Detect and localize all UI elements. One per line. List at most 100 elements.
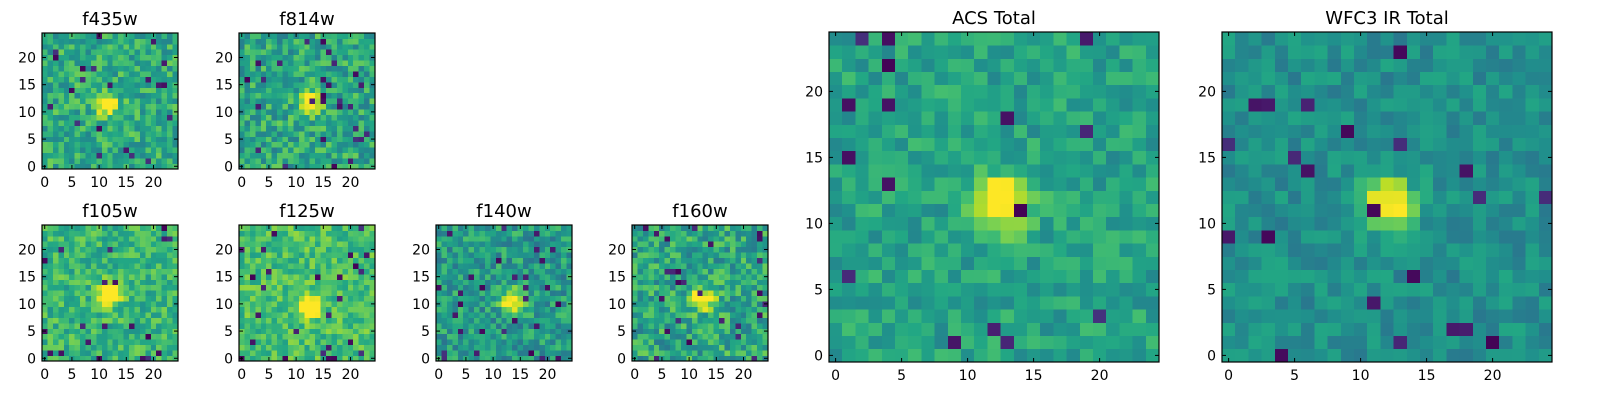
heatmap-cell xyxy=(1486,230,1500,244)
heatmap-cell xyxy=(255,98,262,105)
heatmap-cell xyxy=(506,246,513,253)
heatmap-cell xyxy=(255,141,262,148)
heatmap-cell xyxy=(1261,243,1276,257)
heatmap-cell xyxy=(934,150,949,165)
heatmap-cell xyxy=(1119,216,1133,231)
heatmap-cell xyxy=(452,290,459,297)
heatmap-cell xyxy=(347,141,354,148)
heatmap-cell xyxy=(287,290,294,297)
heatmap-cell xyxy=(260,147,267,154)
heatmap-cell xyxy=(670,355,676,362)
heatmap-cell xyxy=(293,322,300,329)
heatmap-cell xyxy=(528,306,535,313)
heatmap-cell xyxy=(277,109,283,115)
heatmap-cell xyxy=(523,322,529,329)
heatmap-cell xyxy=(63,152,70,159)
heatmap-cell xyxy=(271,257,278,264)
heatmap-cell xyxy=(42,114,48,121)
heatmap-cell xyxy=(441,333,448,340)
heatmap-cell xyxy=(266,241,273,248)
heatmap-cell xyxy=(691,263,698,269)
heatmap-cell xyxy=(484,241,491,248)
heatmap-cell xyxy=(550,273,557,280)
heatmap-cell xyxy=(134,163,141,170)
heatmap-cell xyxy=(746,328,753,335)
heatmap-cell xyxy=(675,268,682,275)
heatmap-cell xyxy=(85,152,92,159)
heatmap-cell xyxy=(249,54,256,61)
heatmap-cell xyxy=(729,268,736,275)
heatmap-cell xyxy=(1235,203,1249,218)
heatmap-cell xyxy=(484,328,491,335)
heatmap-cell xyxy=(309,33,316,39)
heatmap-cell xyxy=(244,246,251,253)
heatmap-cell xyxy=(1538,309,1553,323)
heatmap-cell xyxy=(161,306,168,313)
heatmap-cell xyxy=(129,235,135,242)
heatmap-cell xyxy=(1380,177,1394,191)
heatmap-cell xyxy=(1013,335,1028,350)
heatmap-cell xyxy=(282,230,289,237)
heatmap-cell xyxy=(495,257,502,264)
heatmap-cell xyxy=(691,344,698,351)
heatmap-cell xyxy=(123,38,130,45)
heatmap-cell xyxy=(364,235,370,242)
heatmap-cell xyxy=(463,284,470,291)
heatmap-cell xyxy=(1288,164,1302,178)
heatmap-cell xyxy=(298,279,305,286)
heatmap-cell xyxy=(271,350,278,356)
heatmap-cell xyxy=(47,87,54,94)
heatmap-cell xyxy=(479,230,486,237)
heatmap-cell xyxy=(364,333,370,340)
heatmap-cell xyxy=(1525,335,1540,350)
heatmap-cell xyxy=(735,257,742,264)
heatmap-cell xyxy=(304,98,311,105)
heatmap-cell xyxy=(708,322,714,329)
heatmap-cell xyxy=(145,235,152,242)
heatmap-cell xyxy=(506,241,513,248)
heatmap-cell xyxy=(63,328,70,335)
heatmap-cell xyxy=(501,263,508,269)
heatmap-cell xyxy=(107,339,114,346)
heatmap-cell xyxy=(304,33,311,39)
heatmap-cell xyxy=(670,268,676,275)
heatmap-cell xyxy=(150,125,157,132)
heatmap-cell xyxy=(172,350,179,356)
heatmap-cell xyxy=(139,279,146,286)
heatmap-cell xyxy=(446,241,453,248)
heatmap-cell xyxy=(118,257,124,264)
heatmap-cell xyxy=(974,230,988,244)
heatmap-cell xyxy=(69,306,76,313)
heatmap-cell xyxy=(244,141,251,148)
heatmap-cell xyxy=(145,350,152,356)
heatmap-cell xyxy=(101,130,108,137)
heatmap-cell xyxy=(474,257,480,264)
heatmap-cell xyxy=(358,152,365,159)
heatmap-cell xyxy=(123,71,130,77)
heatmap-cell xyxy=(457,284,464,291)
heatmap-cell xyxy=(326,130,332,137)
heatmap-cell xyxy=(80,163,86,170)
heatmap-cell xyxy=(468,268,475,275)
heatmap-cell xyxy=(523,230,529,237)
heatmap-cell xyxy=(69,65,76,72)
heatmap-cell xyxy=(287,328,294,335)
heatmap-cell xyxy=(336,71,343,77)
heatmap-cell xyxy=(474,333,480,340)
heatmap-cell xyxy=(501,355,508,362)
heatmap-cell xyxy=(842,164,856,178)
heatmap-cell xyxy=(762,312,769,318)
heatmap-cell xyxy=(336,355,343,362)
heatmap-cell xyxy=(364,76,370,83)
heatmap-cell xyxy=(320,54,327,61)
heatmap-cell xyxy=(746,225,753,231)
heatmap-cell xyxy=(653,241,660,248)
heatmap-cell xyxy=(249,355,256,362)
heatmap-cell xyxy=(150,81,157,88)
heatmap-cell xyxy=(713,279,720,286)
heatmap-cell xyxy=(528,257,535,264)
heatmap-cell xyxy=(239,130,245,137)
heatmap-cell xyxy=(484,235,491,242)
heatmap-cell xyxy=(713,339,720,346)
heatmap-cell xyxy=(675,322,682,329)
